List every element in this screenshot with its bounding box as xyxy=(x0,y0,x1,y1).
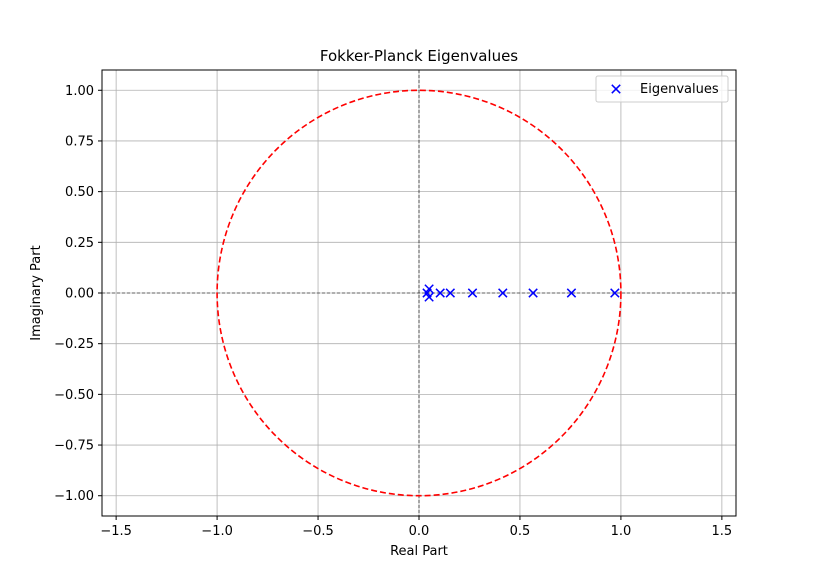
x-axis-title: Real Part xyxy=(390,544,448,559)
y-tick-label: 0.25 xyxy=(65,236,94,251)
marker-stroke xyxy=(422,288,432,298)
legend: Eigenvalues xyxy=(595,75,729,103)
y-tick-label: 0.75 xyxy=(65,134,94,149)
x-tick-label: 1.0 xyxy=(611,524,632,539)
y-axis: 1.00 0.75 0.50 0.25 0.00 −0.25 −0.50 −0.75 −1.00 xyxy=(54,84,102,504)
points-layer xyxy=(422,284,620,302)
eigenvalue-point xyxy=(435,288,445,298)
eigenvalue-point xyxy=(422,288,432,298)
marker-stroke xyxy=(566,288,577,298)
marker-stroke xyxy=(610,288,620,298)
y-tick-label: −1.00 xyxy=(54,489,94,504)
x-tick-label: −1.5 xyxy=(100,524,132,539)
x-tick-label: −0.5 xyxy=(302,524,334,539)
eigenvalue-point xyxy=(467,288,478,298)
marker-stroke xyxy=(467,288,478,298)
x-axis: −1.5 −1.0 −0.5 0.0 0.5 1.0 1.5 xyxy=(100,516,732,539)
y-tick-label: −0.25 xyxy=(54,337,94,352)
legend-label: Eigenvalues xyxy=(640,82,719,97)
eigenvalue-point xyxy=(498,288,508,298)
y-tick-label: −0.50 xyxy=(54,388,94,403)
legend-marker-icon xyxy=(611,84,621,94)
marker-stroke xyxy=(445,288,456,298)
eigenvalue-point xyxy=(566,288,577,298)
marker-stroke xyxy=(435,288,445,298)
eigenvalue-point xyxy=(528,288,538,298)
marker-stroke xyxy=(424,292,434,302)
y-tick-label: 1.00 xyxy=(65,84,94,99)
eigenvalue-point xyxy=(445,288,456,298)
x-tick-label: 0.5 xyxy=(510,524,531,539)
y-tick-label: −0.75 xyxy=(54,439,94,454)
x-tick-label: −1.0 xyxy=(201,524,233,539)
marker-stroke xyxy=(498,288,508,298)
marker-stroke xyxy=(528,288,538,298)
unit-circle xyxy=(216,89,622,497)
marker-stroke xyxy=(611,84,621,94)
legend-marker-x xyxy=(611,84,621,94)
legend-box xyxy=(595,75,729,103)
x-tick-label: 0.0 xyxy=(409,524,430,539)
chart-title: Fokker-Planck Eigenvalues xyxy=(320,47,518,65)
y-tick-label: 0.50 xyxy=(65,185,94,200)
y-axis-title: Imaginary Part xyxy=(29,245,44,340)
x-tick-label: 1.5 xyxy=(712,524,733,539)
y-tick-label: 0.00 xyxy=(65,287,94,302)
eigenvalue-point xyxy=(610,288,620,298)
reference-layer xyxy=(102,70,736,516)
